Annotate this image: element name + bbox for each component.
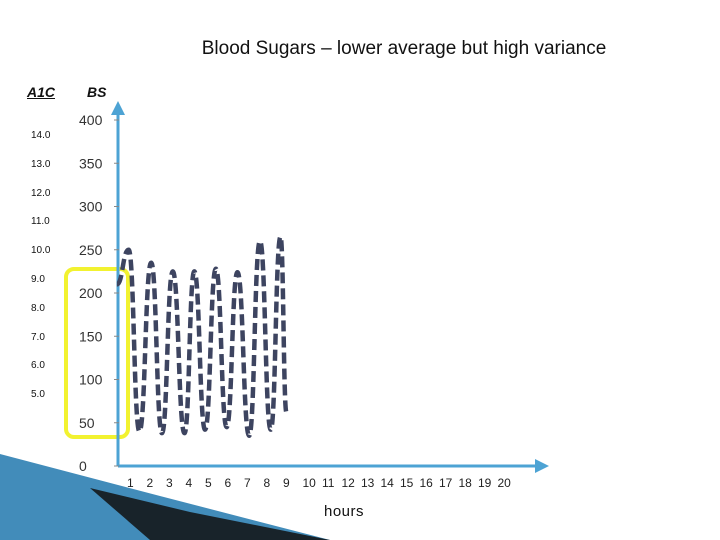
x-tick-label: 5 <box>205 476 212 490</box>
a1c-tick-label: 7.0 <box>31 331 45 343</box>
a1c-tick-label: 13.0 <box>31 158 51 170</box>
highlight-box <box>64 267 130 439</box>
x-tick-label: 11 <box>322 476 335 490</box>
x-tick-label: 15 <box>400 476 414 490</box>
y-tick-label: 100 <box>79 372 103 388</box>
y-tick-label: 200 <box>79 285 103 301</box>
x-tick-label: 4 <box>186 476 193 490</box>
x-tick-label: 17 <box>439 476 453 490</box>
x-tick-label: 8 <box>264 476 271 490</box>
a1c-tick-label: 6.0 <box>31 360 45 372</box>
a1c-tick-label: 10.0 <box>31 245 51 257</box>
y-tick-label: 50 <box>79 415 95 431</box>
x-tick-label: 12 <box>342 476 356 490</box>
a1c-tick-label: 8.0 <box>31 302 45 314</box>
x-tick-label: 16 <box>420 476 434 490</box>
x-tick-label: 7 <box>244 476 251 490</box>
y-axis-arrow <box>111 101 125 115</box>
y-tick-label: 300 <box>79 199 103 215</box>
x-axis-arrow <box>535 459 549 473</box>
x-axis-label: hours <box>324 503 365 520</box>
y-tick-label: 350 <box>79 155 103 171</box>
y-tick-label: 0 <box>79 458 87 474</box>
y-tick-label: 250 <box>79 242 103 258</box>
x-tick-label: 10 <box>303 476 317 490</box>
y-tick-label: 400 <box>79 112 103 128</box>
x-tick-label: 2 <box>147 476 154 490</box>
x-tick-label: 20 <box>498 476 512 490</box>
y-tick-label: 150 <box>79 328 103 344</box>
x-tick-label: 18 <box>459 476 473 490</box>
x-tick-label: 1 <box>127 476 134 490</box>
x-tick-label: 3 <box>166 476 173 490</box>
chart-title: Blood Sugars – lower average but high va… <box>201 38 607 59</box>
a1c-tick-label: 9.0 <box>31 274 45 285</box>
a1c-tick-label: 5.0 <box>31 389 45 401</box>
x-tick-label: 19 <box>478 476 492 490</box>
corner-decoration-shadow <box>90 488 330 540</box>
a1c-axis-header: A1C <box>27 84 56 100</box>
x-tick-label: 9 <box>283 476 290 490</box>
x-tick-label: 14 <box>381 476 395 490</box>
x-tick-label: 6 <box>225 476 232 490</box>
a1c-tick-label: 11.0 <box>31 216 50 228</box>
a1c-tick-label: 12.0 <box>31 187 51 199</box>
corner-decoration <box>0 454 330 540</box>
x-tick-label: 13 <box>361 476 375 490</box>
a1c-tick-label: 14.0 <box>31 130 51 141</box>
bs-axis-header: BS <box>87 84 107 100</box>
blood-sugar-line <box>114 234 289 438</box>
